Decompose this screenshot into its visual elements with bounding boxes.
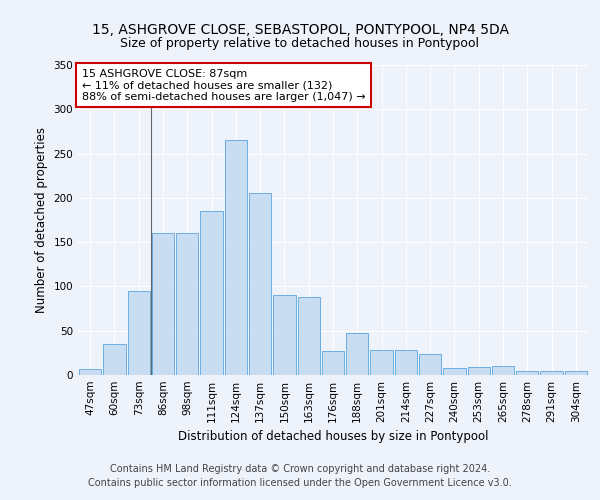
Text: 15, ASHGROVE CLOSE, SEBASTOPOL, PONTYPOOL, NP4 5DA: 15, ASHGROVE CLOSE, SEBASTOPOL, PONTYPOO… — [91, 22, 509, 36]
Bar — [370, 350, 393, 375]
Bar — [152, 234, 174, 375]
Bar — [322, 351, 344, 375]
Y-axis label: Number of detached properties: Number of detached properties — [35, 127, 48, 313]
Bar — [298, 297, 320, 375]
Bar — [200, 211, 223, 375]
Bar — [395, 350, 417, 375]
Text: 15 ASHGROVE CLOSE: 87sqm
← 11% of detached houses are smaller (132)
88% of semi-: 15 ASHGROVE CLOSE: 87sqm ← 11% of detach… — [82, 68, 365, 102]
Bar — [273, 296, 296, 375]
Bar — [541, 372, 563, 375]
Bar — [346, 334, 368, 375]
Bar — [516, 370, 538, 375]
Bar — [176, 234, 199, 375]
Text: Contains HM Land Registry data © Crown copyright and database right 2024.
Contai: Contains HM Land Registry data © Crown c… — [88, 464, 512, 487]
Bar — [128, 291, 150, 375]
X-axis label: Distribution of detached houses by size in Pontypool: Distribution of detached houses by size … — [178, 430, 488, 444]
Bar — [565, 372, 587, 375]
Text: Size of property relative to detached houses in Pontypool: Size of property relative to detached ho… — [121, 38, 479, 51]
Bar — [79, 369, 101, 375]
Bar — [249, 194, 271, 375]
Bar — [103, 344, 125, 375]
Bar — [467, 367, 490, 375]
Bar — [224, 140, 247, 375]
Bar — [419, 354, 442, 375]
Bar — [492, 366, 514, 375]
Bar — [443, 368, 466, 375]
